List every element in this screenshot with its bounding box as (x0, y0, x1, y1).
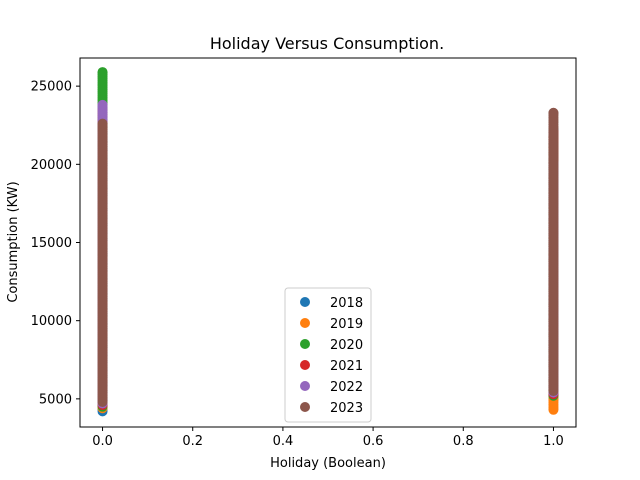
y-tick-label: 10000 (31, 314, 72, 329)
data-point (97, 99, 108, 110)
y-tick-label: 15000 (31, 236, 72, 251)
y-tick-label: 20000 (31, 158, 72, 173)
y-tick-label: 25000 (31, 80, 72, 95)
x-tick-label: 0.0 (92, 434, 113, 449)
legend-marker (300, 297, 310, 307)
x-tick-label: 0.8 (453, 434, 474, 449)
legend-marker (300, 360, 310, 370)
legend: 2018 2019 2020 2021 2022 2023 (284, 287, 372, 423)
y-axis-ticks: 5000 10000 15000 20000 25000 (31, 80, 80, 407)
y-tick-label: 5000 (39, 392, 72, 407)
x-axis-label: Holiday (Boolean) (270, 456, 386, 471)
data-point (97, 67, 108, 78)
legend-label: 2021 (330, 359, 363, 374)
legend-label: 2018 (330, 296, 363, 311)
legend-label: 2019 (330, 317, 363, 332)
legend-label: 2022 (330, 380, 363, 395)
chart-title: Holiday Versus Consumption. (210, 34, 444, 53)
x-axis-ticks: 0.0 0.2 0.4 0.6 0.8 1.0 (92, 427, 564, 449)
data-points (97, 67, 559, 417)
x-tick-label: 0.4 (273, 434, 294, 449)
y-axis-label: Consumption (KW) (6, 181, 21, 302)
legend-label: 2020 (330, 338, 363, 353)
legend-marker (300, 318, 310, 328)
legend-label: 2023 (330, 401, 363, 416)
legend-marker (300, 381, 310, 391)
legend-marker (300, 402, 310, 412)
x-tick-label: 0.2 (182, 434, 203, 449)
legend-marker (300, 339, 310, 349)
x-tick-label: 1.0 (543, 434, 564, 449)
data-point (548, 107, 559, 118)
x-tick-label: 0.6 (363, 434, 384, 449)
data-point (97, 118, 108, 129)
